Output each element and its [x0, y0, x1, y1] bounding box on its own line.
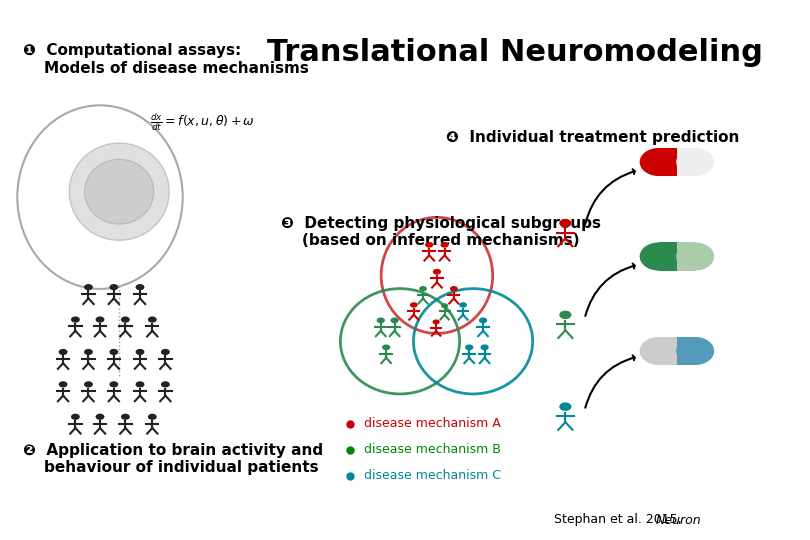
Text: disease mechanism A: disease mechanism A — [364, 417, 501, 430]
Ellipse shape — [640, 242, 678, 271]
Ellipse shape — [640, 337, 678, 365]
Circle shape — [135, 349, 144, 355]
Bar — [659, 148, 677, 176]
Circle shape — [109, 349, 118, 355]
Circle shape — [441, 303, 448, 308]
Circle shape — [71, 414, 80, 420]
Bar — [659, 337, 677, 365]
Circle shape — [121, 414, 130, 420]
Circle shape — [390, 318, 399, 323]
Circle shape — [96, 414, 104, 420]
Text: ❹  Individual treatment prediction: ❹ Individual treatment prediction — [446, 130, 740, 145]
Circle shape — [58, 381, 67, 388]
Circle shape — [559, 310, 572, 319]
Circle shape — [559, 219, 572, 227]
Bar — [677, 337, 695, 365]
Text: disease mechanism C: disease mechanism C — [364, 469, 501, 482]
Ellipse shape — [84, 159, 154, 224]
Text: $\frac{dx}{dt} = f(x, u, \theta) + \omega$: $\frac{dx}{dt} = f(x, u, \theta) + \omeg… — [150, 111, 255, 133]
Circle shape — [479, 318, 488, 323]
Circle shape — [433, 269, 441, 275]
Circle shape — [161, 381, 170, 388]
Circle shape — [148, 316, 157, 323]
Circle shape — [135, 284, 144, 291]
Ellipse shape — [676, 337, 714, 365]
Bar — [659, 242, 677, 271]
Circle shape — [148, 414, 157, 420]
Circle shape — [377, 318, 385, 323]
Ellipse shape — [676, 242, 714, 271]
Text: Stephan et al. 2015,: Stephan et al. 2015, — [554, 514, 685, 526]
Circle shape — [441, 242, 449, 248]
Bar — [677, 242, 695, 271]
Circle shape — [450, 286, 458, 292]
Text: Translational Neuromodeling: Translational Neuromodeling — [267, 38, 763, 67]
Ellipse shape — [676, 148, 714, 176]
Ellipse shape — [69, 143, 169, 240]
Circle shape — [420, 286, 427, 292]
Circle shape — [135, 381, 144, 388]
Circle shape — [96, 316, 104, 323]
Bar — [677, 148, 695, 176]
Circle shape — [58, 349, 67, 355]
Text: ❷  Application to brain activity and
    behaviour of individual patients: ❷ Application to brain activity and beha… — [23, 443, 323, 475]
Circle shape — [465, 345, 473, 350]
Text: Neuron: Neuron — [655, 514, 701, 526]
Circle shape — [109, 381, 118, 388]
Circle shape — [109, 284, 118, 291]
Circle shape — [84, 284, 93, 291]
Circle shape — [559, 402, 572, 411]
Circle shape — [410, 302, 418, 308]
Circle shape — [459, 302, 467, 308]
Circle shape — [84, 381, 93, 388]
Circle shape — [480, 345, 488, 350]
Text: ❶  Computational assays:
    Models of disease mechanisms: ❶ Computational assays: Models of diseas… — [23, 43, 309, 76]
Circle shape — [425, 242, 433, 248]
Circle shape — [71, 316, 80, 323]
Text: ❸  Detecting physiological subgroups
    (based on inferred mechanisms): ❸ Detecting physiological subgroups (bas… — [281, 216, 601, 248]
Ellipse shape — [640, 148, 678, 176]
Circle shape — [84, 349, 93, 355]
Circle shape — [382, 345, 390, 350]
Text: disease mechanism B: disease mechanism B — [364, 443, 501, 456]
Circle shape — [121, 316, 130, 323]
Circle shape — [433, 319, 440, 325]
Circle shape — [161, 349, 170, 355]
